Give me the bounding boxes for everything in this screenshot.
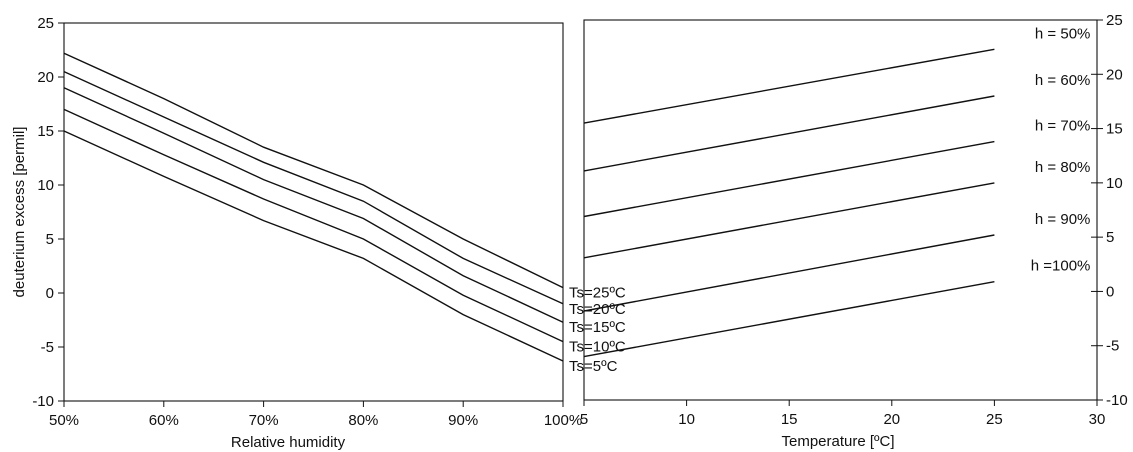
temperature-x-tick-label: 5 (580, 411, 588, 428)
humidity-y-tick-label: 15 (37, 123, 54, 140)
humidity-series-line (63, 87, 564, 323)
humidity-x-tick-label: 60% (149, 412, 179, 429)
humidity-y-tick-label: 10 (37, 177, 54, 194)
temperature-y-tick-label: 10 (1106, 175, 1123, 192)
humidity-series-label: Ts=20ºC (569, 301, 626, 318)
temperature-x-tick-label: 20 (883, 411, 900, 428)
humidity-y-tick-label: 20 (37, 69, 54, 86)
humidity-x-tick-label: 90% (448, 412, 478, 429)
humidity-series-line (63, 108, 564, 343)
temperature-series-label: h =100% (1031, 258, 1091, 275)
humidity-y-tick-label: -10 (32, 393, 54, 410)
humidity-x-tick-label: 100% (544, 412, 582, 429)
temperature-chart-frame (583, 19, 1098, 401)
temperature-y-tick-label: -5 (1106, 338, 1119, 355)
humidity-y-tick-label: 5 (46, 231, 54, 248)
temperature-series-line (583, 182, 995, 259)
temperature-y-tick-label: 15 (1106, 121, 1123, 138)
temperature-series-line (583, 281, 995, 358)
humidity-x-tick-label: 50% (49, 412, 79, 429)
humidity-chart-panel: 50% 60% 70% 80% 90% 100% -10 -5 0 5 10 15 20 25 Ts=25… (11, 15, 626, 451)
temperature-y-tick-label: -10 (1106, 392, 1128, 409)
temperature-series-line (583, 234, 995, 312)
temperature-series-label: h = 50% (1035, 25, 1090, 42)
temperature-series-label: h = 60% (1035, 72, 1090, 89)
temperature-series-label: h = 70% (1035, 118, 1090, 135)
temperature-x-tick-label: 10 (678, 411, 695, 428)
temperature-chart-series: h = 50% h = 60% h = 70% h = 80% h = 90% h =10… (583, 25, 1091, 358)
temperature-x-axis-title: Temperature [ºC] (781, 433, 894, 450)
humidity-series-label: Ts=15ºC (569, 319, 626, 336)
temperature-y-tick-label: 0 (1106, 283, 1114, 300)
humidity-series-line (63, 70, 564, 305)
temperature-y-tick-label: 25 (1106, 12, 1123, 29)
humidity-y-axis-title: deuterium excess [permil] (11, 127, 28, 298)
temperature-series-label: h = 80% (1035, 159, 1090, 176)
humidity-series-label: Ts=25ºC (569, 285, 626, 302)
humidity-series-line (63, 52, 564, 289)
humidity-y-tick-label: 25 (37, 15, 54, 32)
humidity-chart-frame (63, 22, 564, 402)
humidity-x-tick-label: 80% (348, 412, 378, 429)
temperature-series-label: h = 90% (1035, 211, 1090, 228)
humidity-series-label: Ts=5ºC (569, 358, 618, 375)
temperature-series-line (583, 48, 995, 124)
temperature-x-tick-label: 25 (986, 411, 1003, 428)
humidity-y-tick-label: -5 (41, 339, 54, 356)
humidity-y-tick-label: 0 (46, 285, 54, 302)
temperature-y-tick-label: 5 (1106, 229, 1114, 246)
humidity-x-tick-label: 70% (249, 412, 279, 429)
humidity-series-label: Ts=10ºC (569, 339, 626, 356)
temperature-x-tick-label: 15 (781, 411, 798, 428)
temperature-chart-panel: 5 10 15 20 25 30-10 -5 0 5 10 15 20 25 h = 50% h = 60… (580, 12, 1128, 450)
temperature-series-line (583, 140, 995, 218)
humidity-series-line (63, 130, 564, 362)
humidity-x-axis-title: Relative humidity (231, 434, 346, 451)
temperature-series-line (583, 95, 995, 172)
temperature-y-tick-label: 20 (1106, 66, 1123, 83)
temperature-chart-ticks: 5 10 15 20 25 30-10 -5 0 5 10 15 20 25 (580, 12, 1128, 428)
humidity-chart-ticks: 50% 60% 70% 80% 90% 100% -10 -5 0 5 10 15 20 25 (32, 15, 582, 429)
temperature-x-tick-label: 30 (1089, 411, 1106, 428)
